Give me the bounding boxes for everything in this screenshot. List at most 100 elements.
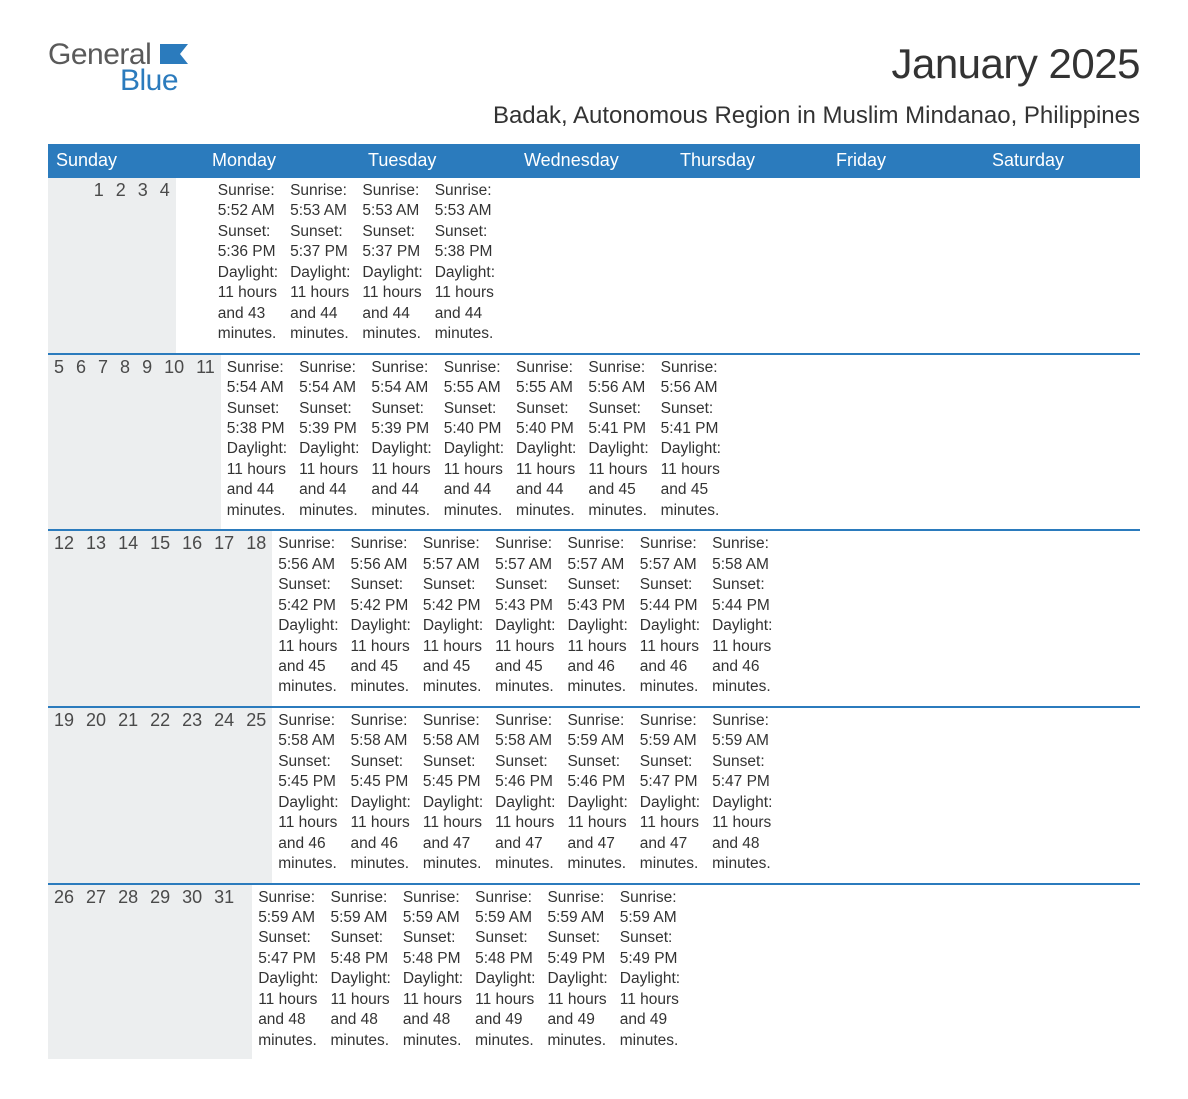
daylight-text: Daylight: 11 hours and 46 minutes. [567,616,627,698]
sunrise-text: Sunrise: 5:59 AM [475,888,535,929]
day-content-row: Sunrise: 5:52 AMSunset: 5:36 PMDaylight:… [176,178,501,353]
day-cell [200,178,212,353]
day-cell: Sunrise: 5:54 AMSunset: 5:39 PMDaylight:… [293,355,365,530]
daylight-text: Daylight: 11 hours and 44 minutes. [435,263,495,345]
daylight-text: Daylight: 11 hours and 47 minutes. [495,793,555,875]
sunset-text: Sunset: 5:40 PM [516,399,576,440]
day-number: 27 [80,885,112,1060]
sunset-text: Sunset: 5:46 PM [567,752,627,793]
day-content-row: Sunrise: 5:56 AMSunset: 5:42 PMDaylight:… [272,531,778,706]
sunrise-text: Sunrise: 5:58 AM [423,711,483,752]
daylight-text: Daylight: 11 hours and 44 minutes. [444,439,504,521]
sunset-text: Sunset: 5:41 PM [588,399,648,440]
sunrise-text: Sunrise: 5:59 AM [640,711,700,752]
day-cell: Sunrise: 5:52 AMSunset: 5:36 PMDaylight:… [212,178,284,353]
sunset-text: Sunset: 5:49 PM [620,928,680,969]
day-number: 13 [80,531,112,706]
day-content-row: Sunrise: 5:58 AMSunset: 5:45 PMDaylight:… [272,708,778,883]
location-subtitle: Badak, Autonomous Region in Muslim Minda… [48,102,1140,130]
day-number: 11 [190,355,221,530]
daylight-text: Daylight: 11 hours and 48 minutes. [712,793,772,875]
daylight-text: Daylight: 11 hours and 47 minutes. [640,793,700,875]
day-cell: Sunrise: 5:53 AMSunset: 5:37 PMDaylight:… [356,178,428,353]
day-number-row: 12131415161718 [48,531,272,706]
sunset-text: Sunset: 5:41 PM [661,399,721,440]
sunset-text: Sunset: 5:42 PM [351,575,411,616]
daylight-text: Daylight: 11 hours and 49 minutes. [620,969,680,1051]
sunrise-text: Sunrise: 5:56 AM [661,358,721,399]
sunrise-text: Sunrise: 5:59 AM [620,888,680,929]
daylight-text: Daylight: 11 hours and 48 minutes. [331,969,391,1051]
day-number: 3 [132,178,154,353]
sunset-text: Sunset: 5:40 PM [444,399,504,440]
day-number: 20 [80,708,112,883]
sunset-text: Sunset: 5:45 PM [351,752,411,793]
sunrise-text: Sunrise: 5:56 AM [278,534,338,575]
sunrise-text: Sunrise: 5:52 AM [218,181,278,222]
day-cell [176,178,188,353]
sunrise-text: Sunrise: 5:57 AM [423,534,483,575]
sunrise-text: Sunrise: 5:59 AM [258,888,318,929]
day-number: 14 [112,531,144,706]
day-number: 18 [240,531,272,706]
day-cell: Sunrise: 5:57 AMSunset: 5:43 PMDaylight:… [489,531,561,706]
day-number: 30 [176,885,208,1060]
day-cell: Sunrise: 5:56 AMSunset: 5:42 PMDaylight:… [272,531,344,706]
calendar-week: 19202122232425Sunrise: 5:58 AMSunset: 5:… [48,706,1140,883]
day-number: 16 [176,531,208,706]
day-cell: Sunrise: 5:58 AMSunset: 5:45 PMDaylight:… [417,708,489,883]
daylight-text: Daylight: 11 hours and 45 minutes. [661,439,721,521]
daylight-text: Daylight: 11 hours and 49 minutes. [547,969,607,1051]
day-number: 8 [114,355,136,530]
daylight-text: Daylight: 11 hours and 47 minutes. [567,793,627,875]
day-number [61,178,74,353]
daylight-text: Daylight: 11 hours and 47 minutes. [423,793,483,875]
day-number: 23 [176,708,208,883]
daylight-text: Daylight: 11 hours and 43 minutes. [218,263,278,345]
weekday-label: Friday [828,144,984,178]
day-number: 4 [154,178,176,353]
weekday-label: Monday [204,144,360,178]
day-number: 26 [48,885,80,1060]
daylight-text: Daylight: 11 hours and 44 minutes. [371,439,431,521]
daylight-text: Daylight: 11 hours and 44 minutes. [362,263,422,345]
daylight-text: Daylight: 11 hours and 46 minutes. [278,793,338,875]
sunrise-text: Sunrise: 5:59 AM [712,711,772,752]
day-number: 9 [136,355,158,530]
weekday-label: Tuesday [360,144,516,178]
weekday-header-row: Sunday Monday Tuesday Wednesday Thursday… [48,144,1140,178]
day-cell: Sunrise: 5:59 AMSunset: 5:46 PMDaylight:… [561,708,633,883]
sunset-text: Sunset: 5:47 PM [640,752,700,793]
sunrise-text: Sunrise: 5:59 AM [567,711,627,752]
day-number: 28 [112,885,144,1060]
day-number: 1 [88,178,110,353]
daylight-text: Daylight: 11 hours and 46 minutes. [351,793,411,875]
sunrise-text: Sunrise: 5:59 AM [547,888,607,929]
sunset-text: Sunset: 5:45 PM [423,752,483,793]
day-number: 7 [92,355,114,530]
sunrise-text: Sunrise: 5:57 AM [495,534,555,575]
calendar-week: 1234Sunrise: 5:52 AMSunset: 5:36 PMDayli… [48,178,1140,353]
calendar-week: 262728293031Sunrise: 5:59 AMSunset: 5:47… [48,883,1140,1060]
sunrise-text: Sunrise: 5:54 AM [227,358,287,399]
sunrise-text: Sunrise: 5:56 AM [351,534,411,575]
day-number: 22 [144,708,176,883]
sunset-text: Sunset: 5:44 PM [712,575,772,616]
sunset-text: Sunset: 5:45 PM [278,752,338,793]
calendar-week: 567891011Sunrise: 5:54 AMSunset: 5:38 PM… [48,353,1140,530]
day-cell: Sunrise: 5:59 AMSunset: 5:47 PMDaylight:… [706,708,778,883]
day-number: 12 [48,531,80,706]
sunset-text: Sunset: 5:38 PM [227,399,287,440]
day-cell: Sunrise: 5:56 AMSunset: 5:42 PMDaylight:… [345,531,417,706]
day-content-row: Sunrise: 5:59 AMSunset: 5:47 PMDaylight:… [252,885,698,1060]
day-cell: Sunrise: 5:57 AMSunset: 5:42 PMDaylight:… [417,531,489,706]
page-title: January 2025 [891,40,1140,88]
day-cell: Sunrise: 5:54 AMSunset: 5:38 PMDaylight:… [221,355,293,530]
sunrise-text: Sunrise: 5:55 AM [444,358,504,399]
day-number [240,885,252,1060]
day-number: 29 [144,885,176,1060]
sunset-text: Sunset: 5:38 PM [435,222,495,263]
sunset-text: Sunset: 5:48 PM [475,928,535,969]
daylight-text: Daylight: 11 hours and 44 minutes. [299,439,359,521]
sunset-text: Sunset: 5:42 PM [278,575,338,616]
